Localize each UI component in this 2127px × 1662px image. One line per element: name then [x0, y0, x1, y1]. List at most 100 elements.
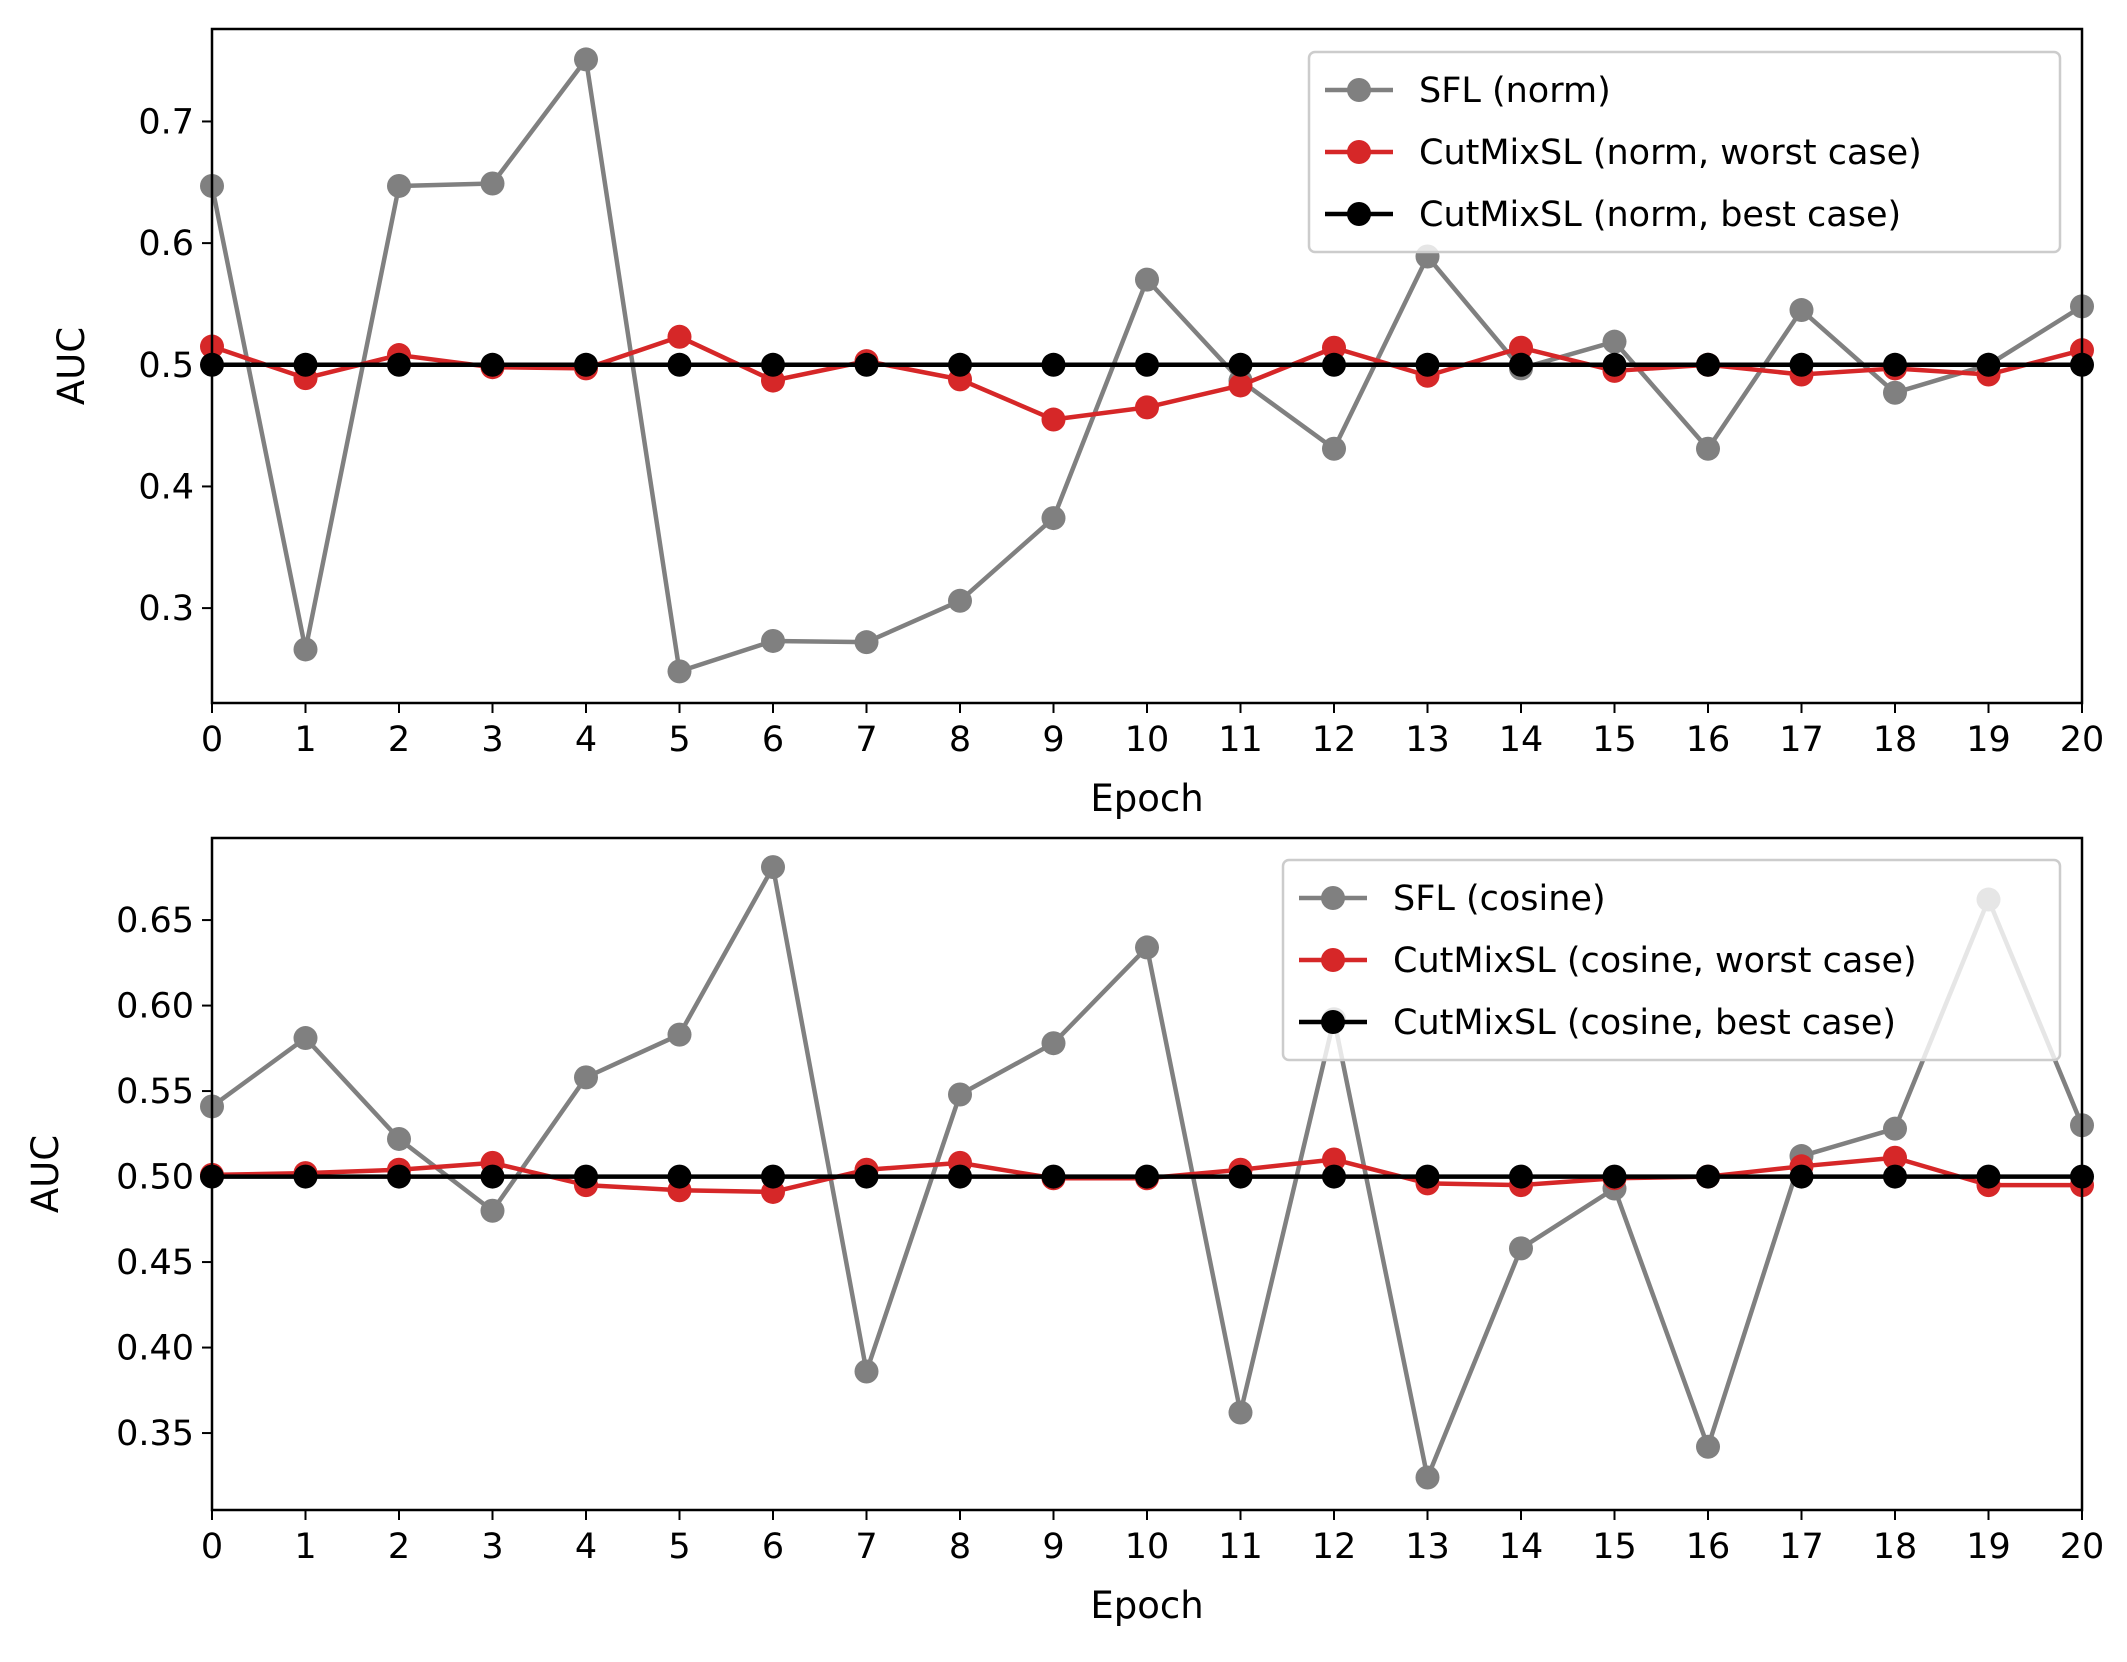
data-point-cutmixsl-norm-best-case: [1041, 352, 1066, 377]
x-axis-label: Epoch: [1090, 1584, 1203, 1627]
data-point-sfl-norm: [667, 659, 692, 684]
data-point-cutmixsl-norm-worst-case: [1135, 395, 1159, 420]
legend-marker-cutmixsl-cosine-best-case: [1321, 1010, 1345, 1034]
x-tick-label: 11: [1218, 1527, 1263, 1567]
data-point-cutmixsl-cosine-best-case: [1883, 1164, 1907, 1189]
x-tick-label: 7: [855, 720, 877, 760]
data-point-cutmixsl-norm-worst-case: [1041, 407, 1066, 432]
data-point-cutmixsl-cosine-best-case: [1322, 1164, 1346, 1189]
data-point-cutmixsl-cosine-best-case: [387, 1164, 411, 1189]
x-tick-label: 3: [481, 1527, 503, 1567]
data-point-cutmixsl-cosine-worst-case: [1883, 1145, 1907, 1170]
y-tick-label: 0.35: [116, 1414, 194, 1454]
data-point-sfl-norm: [387, 173, 411, 198]
data-point-cutmixsl-cosine-best-case: [1789, 1164, 1814, 1189]
x-tick-label: 9: [1042, 720, 1064, 760]
x-tick-label: 13: [1405, 720, 1450, 760]
x-tick-label: 8: [949, 720, 971, 760]
data-point-cutmixsl-cosine-best-case: [854, 1164, 879, 1189]
legend-label-cutmixsl-cosine-best-case: CutMixSL (cosine, best case): [1393, 1003, 1896, 1043]
legend-box: [1307, 50, 2062, 254]
data-point-cutmixsl-cosine-best-case: [667, 1164, 692, 1189]
x-tick-label: 16: [1686, 1527, 1731, 1567]
data-point-cutmixsl-cosine-best-case: [1696, 1164, 1720, 1189]
data-point-sfl-cosine: [667, 1022, 692, 1047]
y-tick-label: 0.6: [138, 224, 194, 264]
data-point-cutmixsl-norm-worst-case: [1322, 335, 1346, 360]
data-point-cutmixsl-norm-best-case: [1415, 352, 1440, 377]
data-point-cutmixsl-cosine-best-case: [1041, 1164, 1066, 1189]
x-tick-label: 12: [1312, 1527, 1357, 1567]
x-tick-label: 14: [1499, 1527, 1544, 1567]
data-point-sfl-cosine: [1883, 1116, 1907, 1141]
data-point-cutmixsl-norm-best-case: [1696, 352, 1720, 377]
x-tick-label: 16: [1686, 720, 1731, 760]
plot-frame: [210, 27, 2084, 705]
data-point-sfl-cosine: [387, 1126, 411, 1151]
data-point-cutmixsl-cosine-best-case: [761, 1164, 785, 1189]
x-tick-label: 4: [575, 1527, 597, 1567]
data-point-sfl-norm: [1041, 506, 1066, 531]
x-tick-label: 8: [949, 1527, 971, 1567]
data-point-cutmixsl-norm-best-case: [1509, 352, 1533, 377]
data-point-cutmixsl-norm-best-case: [1135, 352, 1159, 377]
y-tick-label: 0.55: [116, 1072, 194, 1112]
x-tick-label: 20: [2060, 1527, 2105, 1567]
x-tick-label: 13: [1405, 1527, 1450, 1567]
data-point-cutmixsl-cosine-best-case: [1602, 1164, 1627, 1189]
data-point-cutmixsl-norm-best-case: [480, 352, 505, 377]
data-point-cutmixsl-cosine-best-case: [574, 1164, 598, 1189]
data-point-sfl-cosine: [948, 1082, 972, 1107]
legend-marker-cutmixsl-cosine-worst-case: [1321, 948, 1345, 972]
data-point-cutmixsl-cosine-best-case: [1509, 1164, 1533, 1189]
x-tick-label: 7: [855, 1527, 877, 1567]
x-tick-label: 2: [388, 1527, 410, 1567]
data-point-cutmixsl-norm-best-case: [1602, 352, 1627, 377]
data-point-cutmixsl-norm-best-case: [1976, 352, 2001, 377]
data-point-sfl-norm: [948, 588, 972, 613]
data-point-cutmixsl-norm-worst-case: [1228, 373, 1253, 398]
x-tick-label: 5: [668, 1527, 690, 1567]
data-point-cutmixsl-norm-best-case: [1883, 352, 1907, 377]
legend-marker-sfl-cosine: [1321, 886, 1345, 910]
data-point-sfl-cosine: [1415, 1465, 1440, 1490]
y-tick-label: 0.60: [116, 987, 194, 1027]
data-point-cutmixsl-norm-best-case: [1322, 352, 1346, 377]
legend-label-sfl-norm: SFL (norm): [1419, 71, 1611, 111]
legend-marker-sfl-norm: [1347, 78, 1371, 102]
data-point-cutmixsl-norm-worst-case: [667, 324, 692, 349]
data-point-sfl-norm: [1883, 380, 1907, 405]
data-point-cutmixsl-cosine-best-case: [1228, 1164, 1253, 1189]
data-point-cutmixsl-norm-worst-case: [1509, 335, 1533, 360]
x-tick-label: 1: [294, 1527, 316, 1567]
x-tick-label: 15: [1592, 1527, 1637, 1567]
y-tick-label: 0.4: [138, 467, 194, 507]
data-point-cutmixsl-cosine-best-case: [480, 1164, 505, 1189]
y-tick-label: 0.45: [116, 1243, 194, 1283]
legend-label-cutmixsl-norm-worst-case: CutMixSL (norm, worst case): [1419, 133, 1922, 173]
data-point-sfl-norm: [1602, 329, 1627, 354]
x-tick-label: 9: [1042, 1527, 1064, 1567]
data-point-sfl-cosine: [293, 1026, 318, 1051]
legend-label-sfl-cosine: SFL (cosine): [1393, 879, 1606, 919]
x-tick-label: 18: [1873, 1527, 1918, 1567]
x-tick-label: 19: [1966, 1527, 2011, 1567]
x-tick-label: 3: [481, 720, 503, 760]
data-point-cutmixsl-cosine-best-case: [1415, 1164, 1440, 1189]
data-point-sfl-norm: [574, 47, 598, 72]
data-point-cutmixsl-cosine-best-case: [948, 1164, 972, 1189]
data-point-cutmixsl-norm-best-case: [667, 352, 692, 377]
x-tick-label: 6: [762, 720, 784, 760]
x-tick-label: 18: [1873, 720, 1918, 760]
x-tick-label: 4: [575, 720, 597, 760]
y-tick-label: 0.5: [138, 346, 194, 386]
data-point-cutmixsl-norm-best-case: [1789, 352, 1814, 377]
data-point-cutmixsl-cosine-best-case: [1976, 1164, 2001, 1189]
data-point-sfl-norm: [761, 628, 785, 653]
x-tick-label: 17: [1779, 1527, 1824, 1567]
x-axis-label: Epoch: [1090, 777, 1203, 820]
y-axis-label: AUC: [24, 1135, 67, 1213]
data-point-cutmixsl-cosine-worst-case: [1322, 1147, 1346, 1172]
legend-marker-cutmixsl-norm-worst-case: [1347, 140, 1371, 164]
